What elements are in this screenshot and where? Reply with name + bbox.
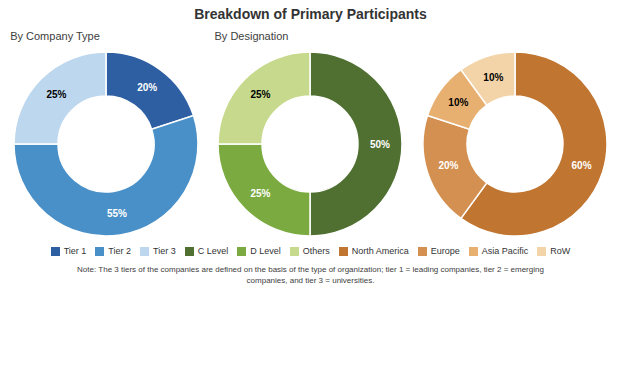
html-text:By Designation: By Designation <box>214 30 289 42</box>
svg-text:25%: 25% <box>251 188 271 199</box>
html-text:Tier 1: Tier 1 <box>63 246 87 256</box>
svg-text:10%: 10% <box>448 97 468 108</box>
svg-text:10%: 10% <box>483 72 503 83</box>
html-text:D Level: D Level <box>250 246 281 256</box>
svg-text:25%: 25% <box>47 89 67 100</box>
svg-text:20%: 20% <box>438 160 458 171</box>
html-text:Others: Others <box>302 246 330 256</box>
html-text:By Company Type: By Company Type <box>10 30 100 42</box>
html-text:RoW: RoW <box>550 246 571 256</box>
html-text:C Level: C Level <box>197 246 229 256</box>
svg-text:60%: 60% <box>571 160 591 171</box>
html-text:Note: The 3 tiers of the compa: Note: The 3 tiers of the companies are d… <box>77 265 544 274</box>
svg-text:20%: 20% <box>137 82 157 93</box>
svg-text:25%: 25% <box>251 89 271 100</box>
html-text:Europe: Europe <box>430 246 460 256</box>
html-text:Tier 2: Tier 2 <box>108 246 131 256</box>
html-text:Breakdown of Primary Participa: Breakdown of Primary Participants <box>194 6 427 22</box>
svg-text:50%: 50% <box>370 139 390 150</box>
html-text:Asia Pacific: Asia Pacific <box>481 246 529 256</box>
svg-text:55%: 55% <box>107 208 127 219</box>
html-text:companies, and tier 3 = univer: companies, and tier 3 = universities. <box>246 276 375 285</box>
html-text:Tier 3: Tier 3 <box>153 246 176 256</box>
html-text:North America: North America <box>351 246 409 256</box>
